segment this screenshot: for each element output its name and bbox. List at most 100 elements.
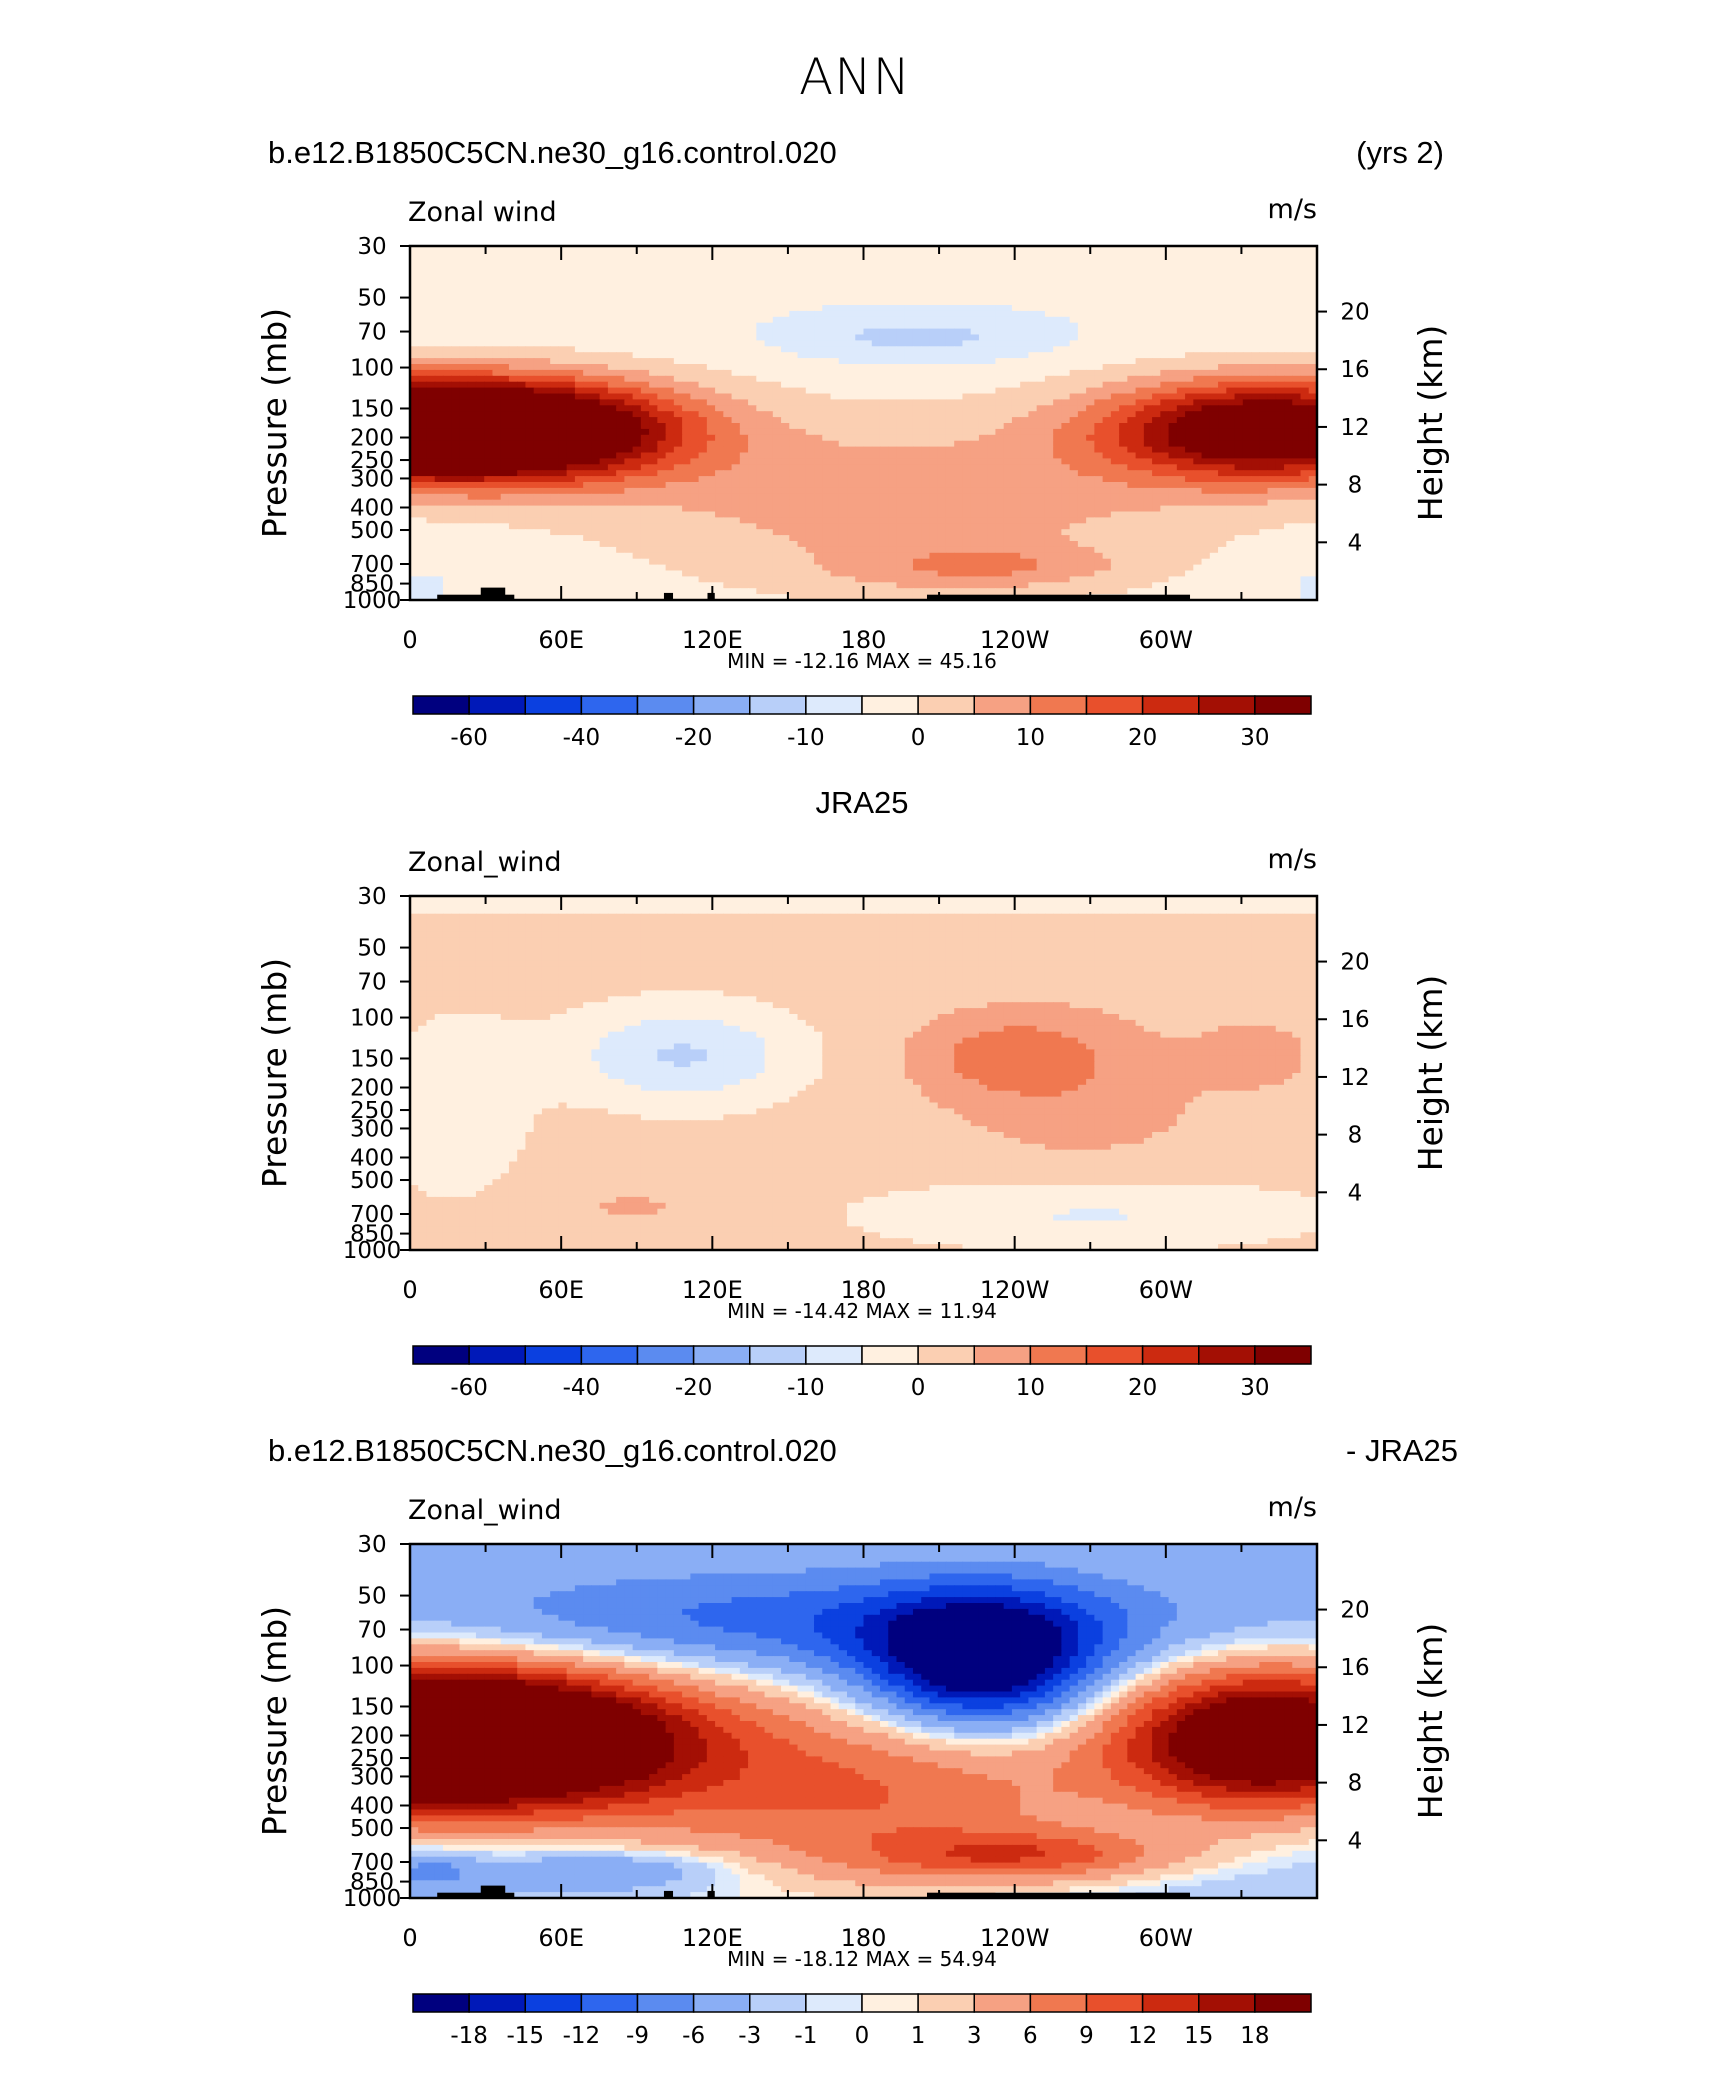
heatmap-cell — [1226, 352, 1236, 359]
heatmap-cell — [525, 328, 535, 336]
heatmap-cell — [607, 440, 617, 448]
heatmap-cell — [987, 352, 997, 359]
heatmap-cell — [772, 299, 782, 306]
heatmap-cell — [863, 423, 873, 430]
heatmap-cell — [978, 257, 988, 265]
heatmap-cell — [541, 458, 551, 465]
heatmap-cell — [1011, 452, 1021, 459]
heatmap-cell — [1209, 340, 1219, 347]
heatmap-cell — [822, 293, 832, 300]
heatmap-cell — [550, 369, 560, 377]
heatmap-cell — [970, 346, 980, 353]
heatmap-cell — [1193, 405, 1203, 412]
heatmap-cell — [871, 316, 881, 324]
heatmap-cell — [962, 316, 972, 324]
heatmap-cell — [987, 310, 997, 318]
heatmap-cell — [1102, 417, 1112, 424]
heatmap-cell — [904, 458, 914, 465]
heatmap-cell — [1143, 393, 1153, 400]
heatmap-cell — [673, 299, 683, 306]
heatmap-cell — [1259, 263, 1269, 271]
heatmap-cell — [1044, 305, 1054, 312]
heatmap-cell — [1275, 316, 1285, 324]
heatmap-cell — [1119, 281, 1128, 288]
heatmap-cell — [607, 511, 617, 518]
heatmap-cell — [599, 493, 609, 501]
heatmap-cell — [921, 281, 931, 288]
heatmap-cell — [698, 263, 708, 271]
heatmap-cell — [418, 322, 428, 330]
heatmap-cell — [426, 346, 436, 353]
heatmap-cell — [467, 322, 477, 330]
heatmap-cell — [723, 340, 733, 347]
heatmap-cell — [1077, 251, 1087, 259]
heatmap-cell — [591, 511, 601, 518]
heatmap-cell — [937, 423, 947, 430]
heatmap-cell — [1259, 322, 1269, 330]
heatmap-cell — [698, 352, 708, 359]
heatmap-cell — [682, 511, 691, 518]
heatmap-cell — [912, 263, 922, 271]
heatmap-cell — [797, 505, 807, 513]
heatmap-cell — [533, 440, 543, 448]
heatmap-cell — [657, 393, 667, 400]
heatmap-cell — [1168, 246, 1178, 253]
heatmap-cell — [855, 358, 865, 365]
heatmap-cell — [814, 352, 823, 359]
heatmap-cell — [525, 446, 535, 454]
heatmap-cell — [442, 257, 452, 265]
heatmap-cell — [599, 352, 609, 359]
heatmap-cell — [797, 499, 807, 507]
heatmap-cell — [822, 375, 832, 383]
heatmap-cell — [624, 464, 634, 471]
heatmap-cell — [896, 299, 906, 306]
heatmap-cell — [879, 470, 889, 477]
heatmap-cell — [1251, 464, 1260, 471]
heatmap-cell — [896, 322, 906, 330]
heatmap-cell — [442, 340, 452, 347]
heatmap-cell — [1011, 257, 1021, 265]
heatmap-cell — [1160, 417, 1170, 424]
heatmap-cell — [500, 493, 510, 501]
heatmap-cell — [937, 287, 947, 294]
heatmap-cell — [1284, 476, 1293, 483]
heatmap-cell — [1168, 293, 1178, 300]
heatmap-cell — [640, 281, 650, 288]
heatmap-cell — [945, 428, 955, 436]
heatmap-cell — [426, 428, 436, 436]
heatmap-cell — [591, 393, 601, 400]
heatmap-cell — [1061, 476, 1071, 483]
heatmap-cell — [1226, 505, 1236, 513]
heatmap-cell — [987, 417, 997, 424]
heatmap-cell — [599, 505, 609, 513]
heatmap-cell — [1193, 446, 1203, 454]
heatmap-cell — [1143, 257, 1153, 265]
heatmap-cell — [500, 275, 510, 282]
heatmap-cell — [475, 346, 485, 353]
heatmap-cell — [492, 470, 502, 477]
heatmap-cell — [442, 263, 452, 271]
heatmap-cell — [426, 452, 436, 459]
heatmap-cell — [888, 428, 898, 436]
heatmap-cell — [525, 434, 535, 442]
heatmap-cell — [492, 458, 502, 465]
heatmap-cell — [1020, 399, 1030, 406]
heatmap-cell — [649, 464, 658, 471]
heatmap-cell — [814, 487, 823, 495]
heatmap-cell — [1110, 499, 1120, 507]
heatmap-cell — [929, 452, 939, 459]
heatmap-cell — [1308, 299, 1318, 306]
heatmap-cell — [640, 511, 650, 518]
heatmap-cell — [451, 423, 461, 430]
heatmap-cell — [896, 334, 906, 341]
heatmap-cell — [1110, 287, 1120, 294]
heatmap-cell — [1259, 246, 1269, 253]
heatmap-cell — [508, 399, 518, 406]
heatmap-cell — [616, 316, 625, 324]
heatmap-cell — [508, 340, 518, 347]
heatmap-cell — [533, 305, 543, 312]
heatmap-cell — [1020, 328, 1030, 336]
heatmap-cell — [442, 499, 452, 507]
heatmap-cell — [558, 499, 568, 507]
heatmap-cell — [945, 493, 955, 501]
